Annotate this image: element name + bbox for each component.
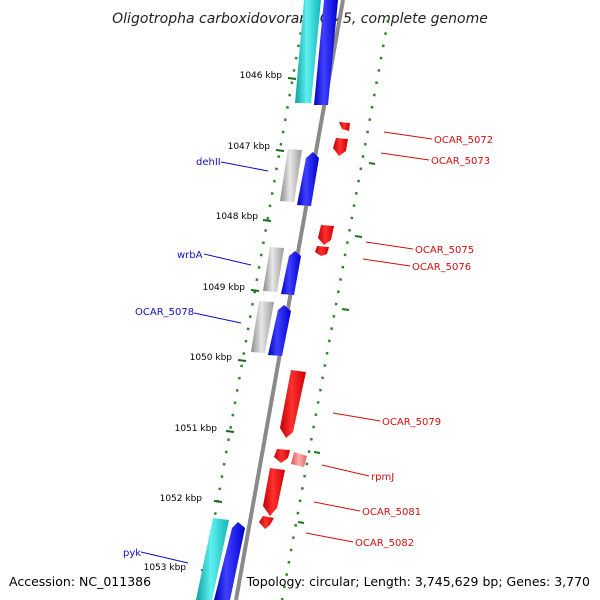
- gene-label-OCAR_5076[interactable]: OCAR_5076: [412, 262, 471, 273]
- gene-OCAR_5076[interactable]: [315, 246, 329, 256]
- gene-pyk[interactable]: [196, 518, 245, 600]
- tick-label: 1051 kbp: [175, 424, 218, 434]
- gene-OCAR_5079[interactable]: [280, 370, 306, 438]
- map-title: Oligotropha carboxidovorans OM5, complet…: [112, 11, 488, 27]
- tick-label: 1047 kbp: [228, 142, 271, 152]
- tick-label: 1052 kbp: [160, 494, 203, 504]
- gene-label-OCAR_5079[interactable]: OCAR_5079: [382, 417, 441, 428]
- gene-label-OCAR_5075[interactable]: OCAR_5075: [415, 245, 474, 256]
- gene-OCAR_5080[interactable]: [274, 449, 290, 463]
- minor-feature-marks: [297, 162, 376, 524]
- gene-OCAR_5082[interactable]: [259, 516, 274, 529]
- tick-label: 1049 kbp: [203, 283, 246, 293]
- accession-text: Accession: NC_011386: [9, 574, 151, 589]
- gene-wrbA[interactable]: [263, 247, 301, 295]
- gene-label-OCAR_5073[interactable]: OCAR_5073: [431, 156, 490, 167]
- left-leader-lines: [140, 161, 269, 564]
- gene-OCAR_5075[interactable]: [318, 225, 334, 245]
- gene-label-OCAR_5082[interactable]: OCAR_5082: [355, 538, 414, 549]
- tick-label: 1050 kbp: [190, 353, 233, 363]
- tick-label: 1053 kbp: [144, 563, 187, 573]
- gene-label-wrbA[interactable]: wrbA: [177, 250, 203, 261]
- gene-label-OCAR_5072[interactable]: OCAR_5072: [434, 135, 493, 146]
- tick-label: 1046 kbp: [240, 71, 283, 81]
- gene-dehII[interactable]: [280, 149, 319, 206]
- gene-cluster-top[interactable]: [295, 0, 338, 105]
- gene-label-OCAR_5081[interactable]: OCAR_5081: [362, 507, 421, 518]
- gene-OCAR_5078[interactable]: [251, 301, 291, 356]
- gene-label-dehII[interactable]: dehII: [196, 157, 221, 168]
- tick-label: 1048 kbp: [216, 212, 259, 222]
- gene-OCAR_5072[interactable]: [339, 122, 350, 131]
- gene-rpmJ[interactable]: [291, 452, 307, 467]
- gene-OCAR_5081[interactable]: [263, 468, 285, 516]
- genome-summary-text: Topology: circular; Length: 3,745,629 bp…: [246, 574, 590, 589]
- gene-label-OCAR_5078[interactable]: OCAR_5078: [135, 307, 194, 318]
- right-leader-lines: [305, 131, 433, 543]
- gene-OCAR_5073[interactable]: [333, 138, 348, 156]
- gene-label-pyk[interactable]: pyk: [123, 548, 141, 559]
- gene-label-rpmJ[interactable]: rpmJ: [371, 472, 394, 483]
